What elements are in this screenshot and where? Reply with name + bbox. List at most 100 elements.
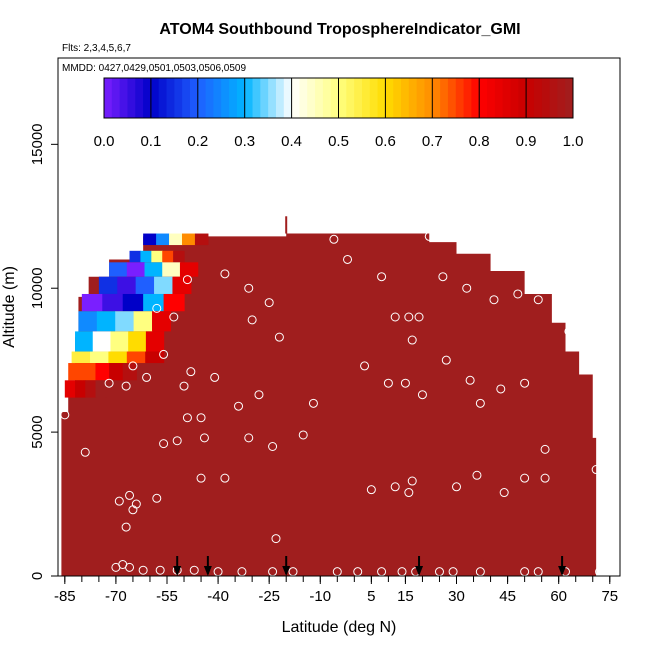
colorbar-cell-15: [221, 78, 230, 118]
colorbar-cell-5: [143, 78, 152, 118]
colorbar-tick-label-8: 0.8: [469, 133, 490, 150]
band-5-cell-0: [78, 311, 98, 332]
band-3-cell-4: [172, 276, 192, 294]
band-7-cell-2: [108, 351, 128, 364]
track-point-63: [390, 482, 400, 492]
colorbar-cell-25: [299, 78, 308, 118]
colorbar-cell-29: [330, 78, 339, 118]
colorbar-cell-30: [338, 78, 347, 118]
track-point-76: [138, 565, 148, 575]
band-4-cell-0: [81, 293, 103, 312]
colorbar-cell-7: [158, 78, 168, 118]
band-1-cell-3: [162, 250, 174, 263]
track-point-67: [472, 470, 482, 480]
y-tick-label-2: 10000: [29, 267, 46, 309]
track-point-71: [540, 444, 550, 454]
band-0-cell-2: [169, 233, 183, 246]
track-point-12: [254, 390, 264, 400]
track-point-20: [196, 473, 206, 483]
flight-marker-head-0: [173, 566, 182, 576]
track-point-39: [377, 272, 387, 282]
track-point-44: [424, 231, 434, 241]
colorbar-cell-45: [455, 78, 465, 118]
track-point-41: [404, 312, 414, 322]
band-5-cell-2: [115, 311, 135, 332]
band-9-cell-2: [85, 380, 97, 398]
track-point-0: [60, 410, 70, 420]
band-1-cell-4: [173, 250, 185, 263]
track-point-11: [234, 401, 244, 411]
band-5-cell-4: [152, 311, 171, 332]
colorbar-cell-42: [432, 78, 441, 118]
colorbar-cell-35: [377, 78, 386, 118]
track-point-61: [588, 361, 598, 371]
colorbar-cell-11: [189, 78, 199, 118]
colorbar-cell-16: [229, 78, 238, 118]
band-0-cell-4: [194, 233, 209, 246]
band-1-cell-2: [151, 250, 163, 263]
track-point-4: [142, 372, 152, 382]
colorbar-tick-label-10: 1.0: [563, 133, 584, 150]
track-point-79: [189, 565, 199, 575]
colorbar-cell-49: [487, 78, 496, 118]
curtain-region: [61, 233, 597, 577]
flight-marker-head-2: [282, 566, 291, 576]
flight-marker-4: [558, 556, 567, 576]
band-7-cell-0: [71, 351, 91, 364]
track-point-10: [196, 413, 206, 423]
colorbar-cell-38: [401, 78, 410, 118]
colorbar-cell-21: [268, 78, 277, 118]
x-tick-label-1: -70: [105, 588, 127, 605]
track-point-50: [564, 326, 574, 336]
track-point-43: [414, 312, 424, 322]
track-point-37: [329, 234, 339, 244]
x-tick-label-8: 30: [448, 588, 465, 605]
colorbar-cell-20: [260, 78, 269, 118]
colorbar-tick-label-3: 0.3: [234, 133, 255, 150]
band-7-cell-1: [90, 351, 110, 364]
colorbar-cell-19: [252, 78, 261, 118]
x-tick-label-11: 75: [601, 588, 618, 605]
flight-marker-3: [415, 556, 424, 576]
track-point-36: [274, 332, 284, 342]
track-point-60: [520, 378, 530, 388]
colorbar-cell-23: [283, 78, 293, 118]
track-point-55: [417, 390, 427, 400]
x-tick-label-6: 5: [367, 588, 375, 605]
band-6-cell-2: [110, 331, 129, 352]
track-point-49: [533, 295, 543, 305]
band-4-cell-3: [143, 293, 165, 312]
colorbar-cell-51: [502, 78, 511, 118]
track-point-69: [520, 473, 530, 483]
colorbar-cell-13: [205, 78, 214, 118]
track-point-14: [172, 436, 182, 446]
colorbar-tick-label-5: 0.5: [328, 133, 349, 150]
colorbar-cell-46: [463, 78, 472, 118]
band-2-cell-0: [109, 262, 128, 277]
flight-marker-0: [173, 556, 182, 576]
colorbar-tick-label-7: 0.7: [422, 133, 443, 150]
track-point-45: [438, 272, 448, 282]
plot-area: [60, 216, 605, 577]
band-8-cell-0: [68, 363, 83, 381]
band-3-cell-1: [117, 276, 137, 294]
track-point-8: [210, 372, 220, 382]
band-2-cell-1: [126, 262, 146, 277]
colorbar-tick-label-2: 0.2: [187, 133, 208, 150]
track-point-68: [499, 488, 509, 498]
band-9-cell-0: [64, 380, 76, 398]
curtain-layer: [61, 216, 597, 577]
track-point-15: [199, 433, 209, 443]
band-6-cell-4: [145, 331, 165, 352]
band-9-cell-1: [75, 380, 86, 398]
colorbar-cell-26: [307, 78, 316, 118]
track-point-64: [404, 488, 414, 498]
flight-marker-1: [203, 556, 212, 576]
colorbar-frame: [103, 77, 574, 119]
colorbar-tick-label-9: 0.9: [516, 133, 537, 150]
dates-label: MMDD: 0427,0429,0501,0503,0506,0509: [62, 63, 246, 74]
colorbar-cell-58: [557, 78, 566, 118]
track-point-70: [540, 473, 550, 483]
colorbar-cell-54: [526, 78, 535, 118]
y-axis-label: Altitude (m): [1, 266, 18, 348]
